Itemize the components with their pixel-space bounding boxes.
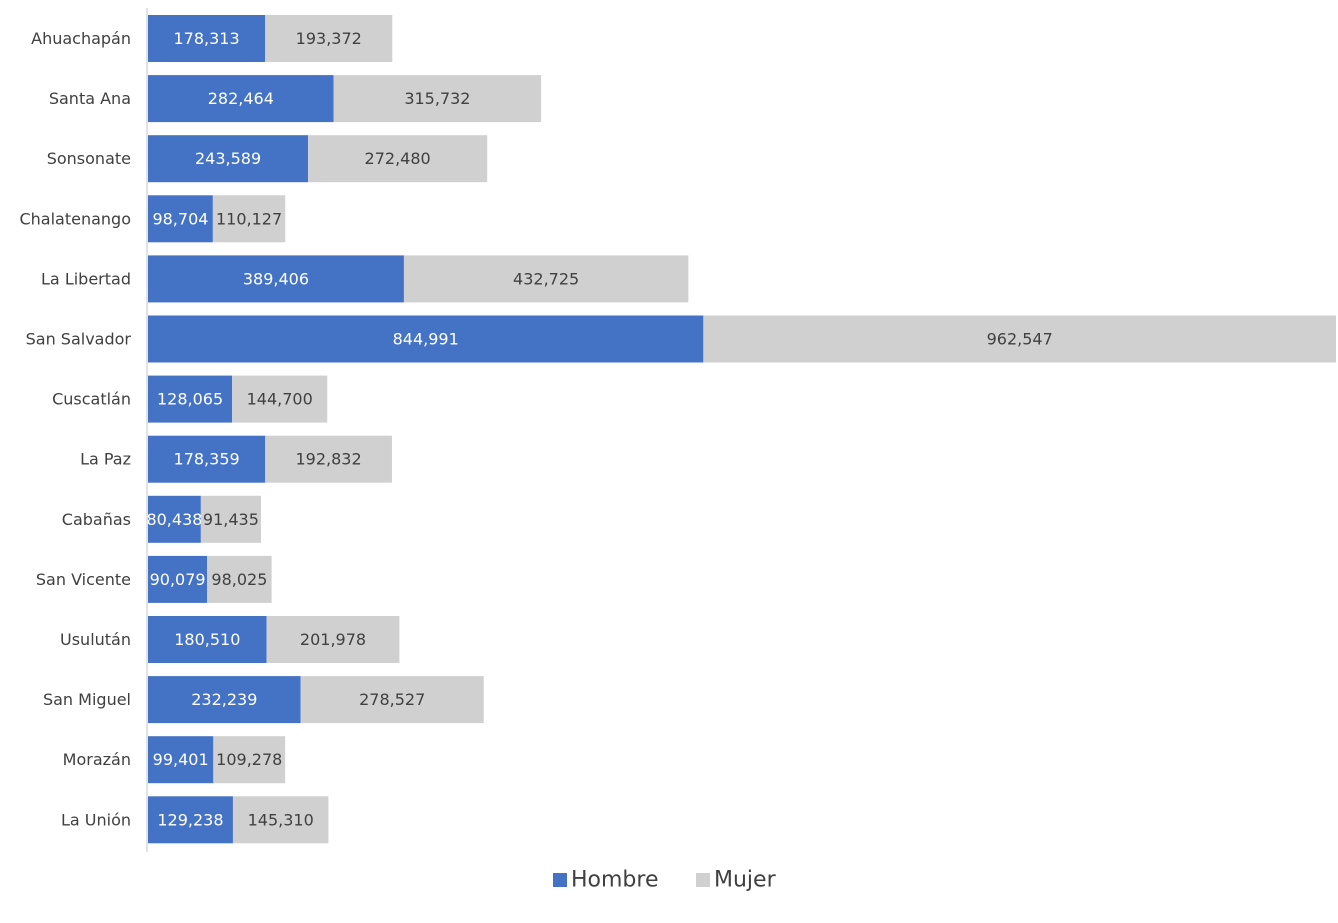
legend-label-hombre: Hombre: [571, 868, 659, 893]
data-label-mujer: 432,725: [513, 269, 579, 288]
bar-hombre: [148, 135, 309, 183]
data-label-hombre: 80,438: [146, 510, 202, 529]
bar-hombre: [148, 75, 334, 123]
bar-mujer: [703, 315, 1336, 363]
bar-hombre: [148, 555, 208, 603]
data-label-hombre: 129,238: [157, 810, 223, 829]
data-label-hombre: 180,510: [174, 630, 240, 649]
bar-mujer: [333, 75, 542, 123]
bar-mujer: [265, 15, 393, 62]
category-label: La Libertad: [41, 269, 131, 288]
data-label-hombre: 178,359: [174, 450, 240, 469]
bar-hombre: [148, 616, 267, 663]
bar-mujer: [207, 555, 272, 603]
category-label: Ahuachapán: [31, 29, 131, 48]
data-label-mujer: 91,435: [203, 510, 259, 529]
data-label-mujer: 315,732: [404, 89, 470, 108]
bar-hombre: [148, 195, 213, 243]
category-label: Morazán: [63, 750, 131, 769]
category-label: San Salvador: [26, 330, 132, 349]
bar-hombre: [148, 375, 233, 423]
bar-hombre: [148, 736, 214, 784]
bar-mujer: [308, 135, 488, 183]
bar-hombre: [148, 495, 201, 543]
bar-hombre: [148, 15, 266, 62]
data-label-mujer: 272,480: [365, 149, 431, 168]
data-label-mujer: 109,278: [216, 750, 282, 769]
data-label-hombre: 232,239: [191, 690, 257, 709]
category-label: San Vicente: [36, 570, 131, 589]
data-label-hombre: 98,704: [152, 209, 208, 228]
bar-mujer: [403, 255, 689, 303]
category-label: Cabañas: [62, 510, 131, 529]
data-label-mujer: 192,832: [296, 450, 362, 469]
legend: Hombre Mujer: [553, 868, 777, 893]
data-label-hombre: 389,406: [243, 269, 309, 288]
data-label-hombre: 178,313: [174, 29, 240, 48]
legend-swatch-hombre: [553, 873, 567, 887]
data-label-mujer: 962,547: [987, 330, 1053, 349]
bar-mujer: [266, 616, 400, 663]
bar-hombre: [148, 255, 404, 303]
bar-mujer: [200, 495, 261, 543]
bar-hombre: [148, 796, 233, 844]
bar-hombre: [148, 315, 704, 363]
bar-mujer: [232, 375, 328, 423]
category-label: La Paz: [80, 450, 131, 469]
bar-mujer: [232, 796, 329, 844]
category-label: Santa Ana: [49, 89, 131, 108]
bars-group: 178,313 193,372 282,464 315,732 243,589 272,4…: [146, 15, 1336, 844]
category-label: Usulután: [60, 630, 131, 649]
category-labels: Ahuachapán Santa Ana Sonsonate Chalatenango…: [19, 29, 131, 829]
data-label-hombre: 90,079: [150, 570, 206, 589]
category-label: San Miguel: [43, 690, 131, 709]
bar-mujer: [265, 435, 392, 483]
data-label-mujer: 110,127: [216, 209, 282, 228]
bar-mujer: [212, 195, 286, 243]
bar-hombre: [148, 435, 266, 483]
legend-swatch-mujer: [696, 873, 710, 887]
data-label-mujer: 193,372: [296, 29, 362, 48]
category-label: Cuscatlán: [52, 390, 131, 409]
data-label-hombre: 844,991: [393, 330, 459, 349]
legend-label-mujer: Mujer: [714, 868, 777, 893]
category-label: Sonsonate: [47, 149, 131, 168]
data-label-hombre: 282,464: [208, 89, 274, 108]
data-label-mujer: 145,310: [248, 810, 314, 829]
data-label-mujer: 278,527: [359, 690, 425, 709]
data-label-mujer: 98,025: [211, 570, 267, 589]
category-label: Chalatenango: [19, 209, 131, 228]
bar-hombre: [148, 676, 301, 724]
category-label: La Unión: [61, 810, 131, 829]
bar-mujer: [213, 736, 286, 784]
data-label-mujer: 144,700: [247, 390, 313, 409]
data-label-hombre: 243,589: [195, 149, 261, 168]
data-label-mujer: 201,978: [300, 630, 366, 649]
bar-mujer: [300, 676, 484, 724]
data-label-hombre: 128,065: [157, 390, 223, 409]
data-label-hombre: 99,401: [153, 750, 209, 769]
